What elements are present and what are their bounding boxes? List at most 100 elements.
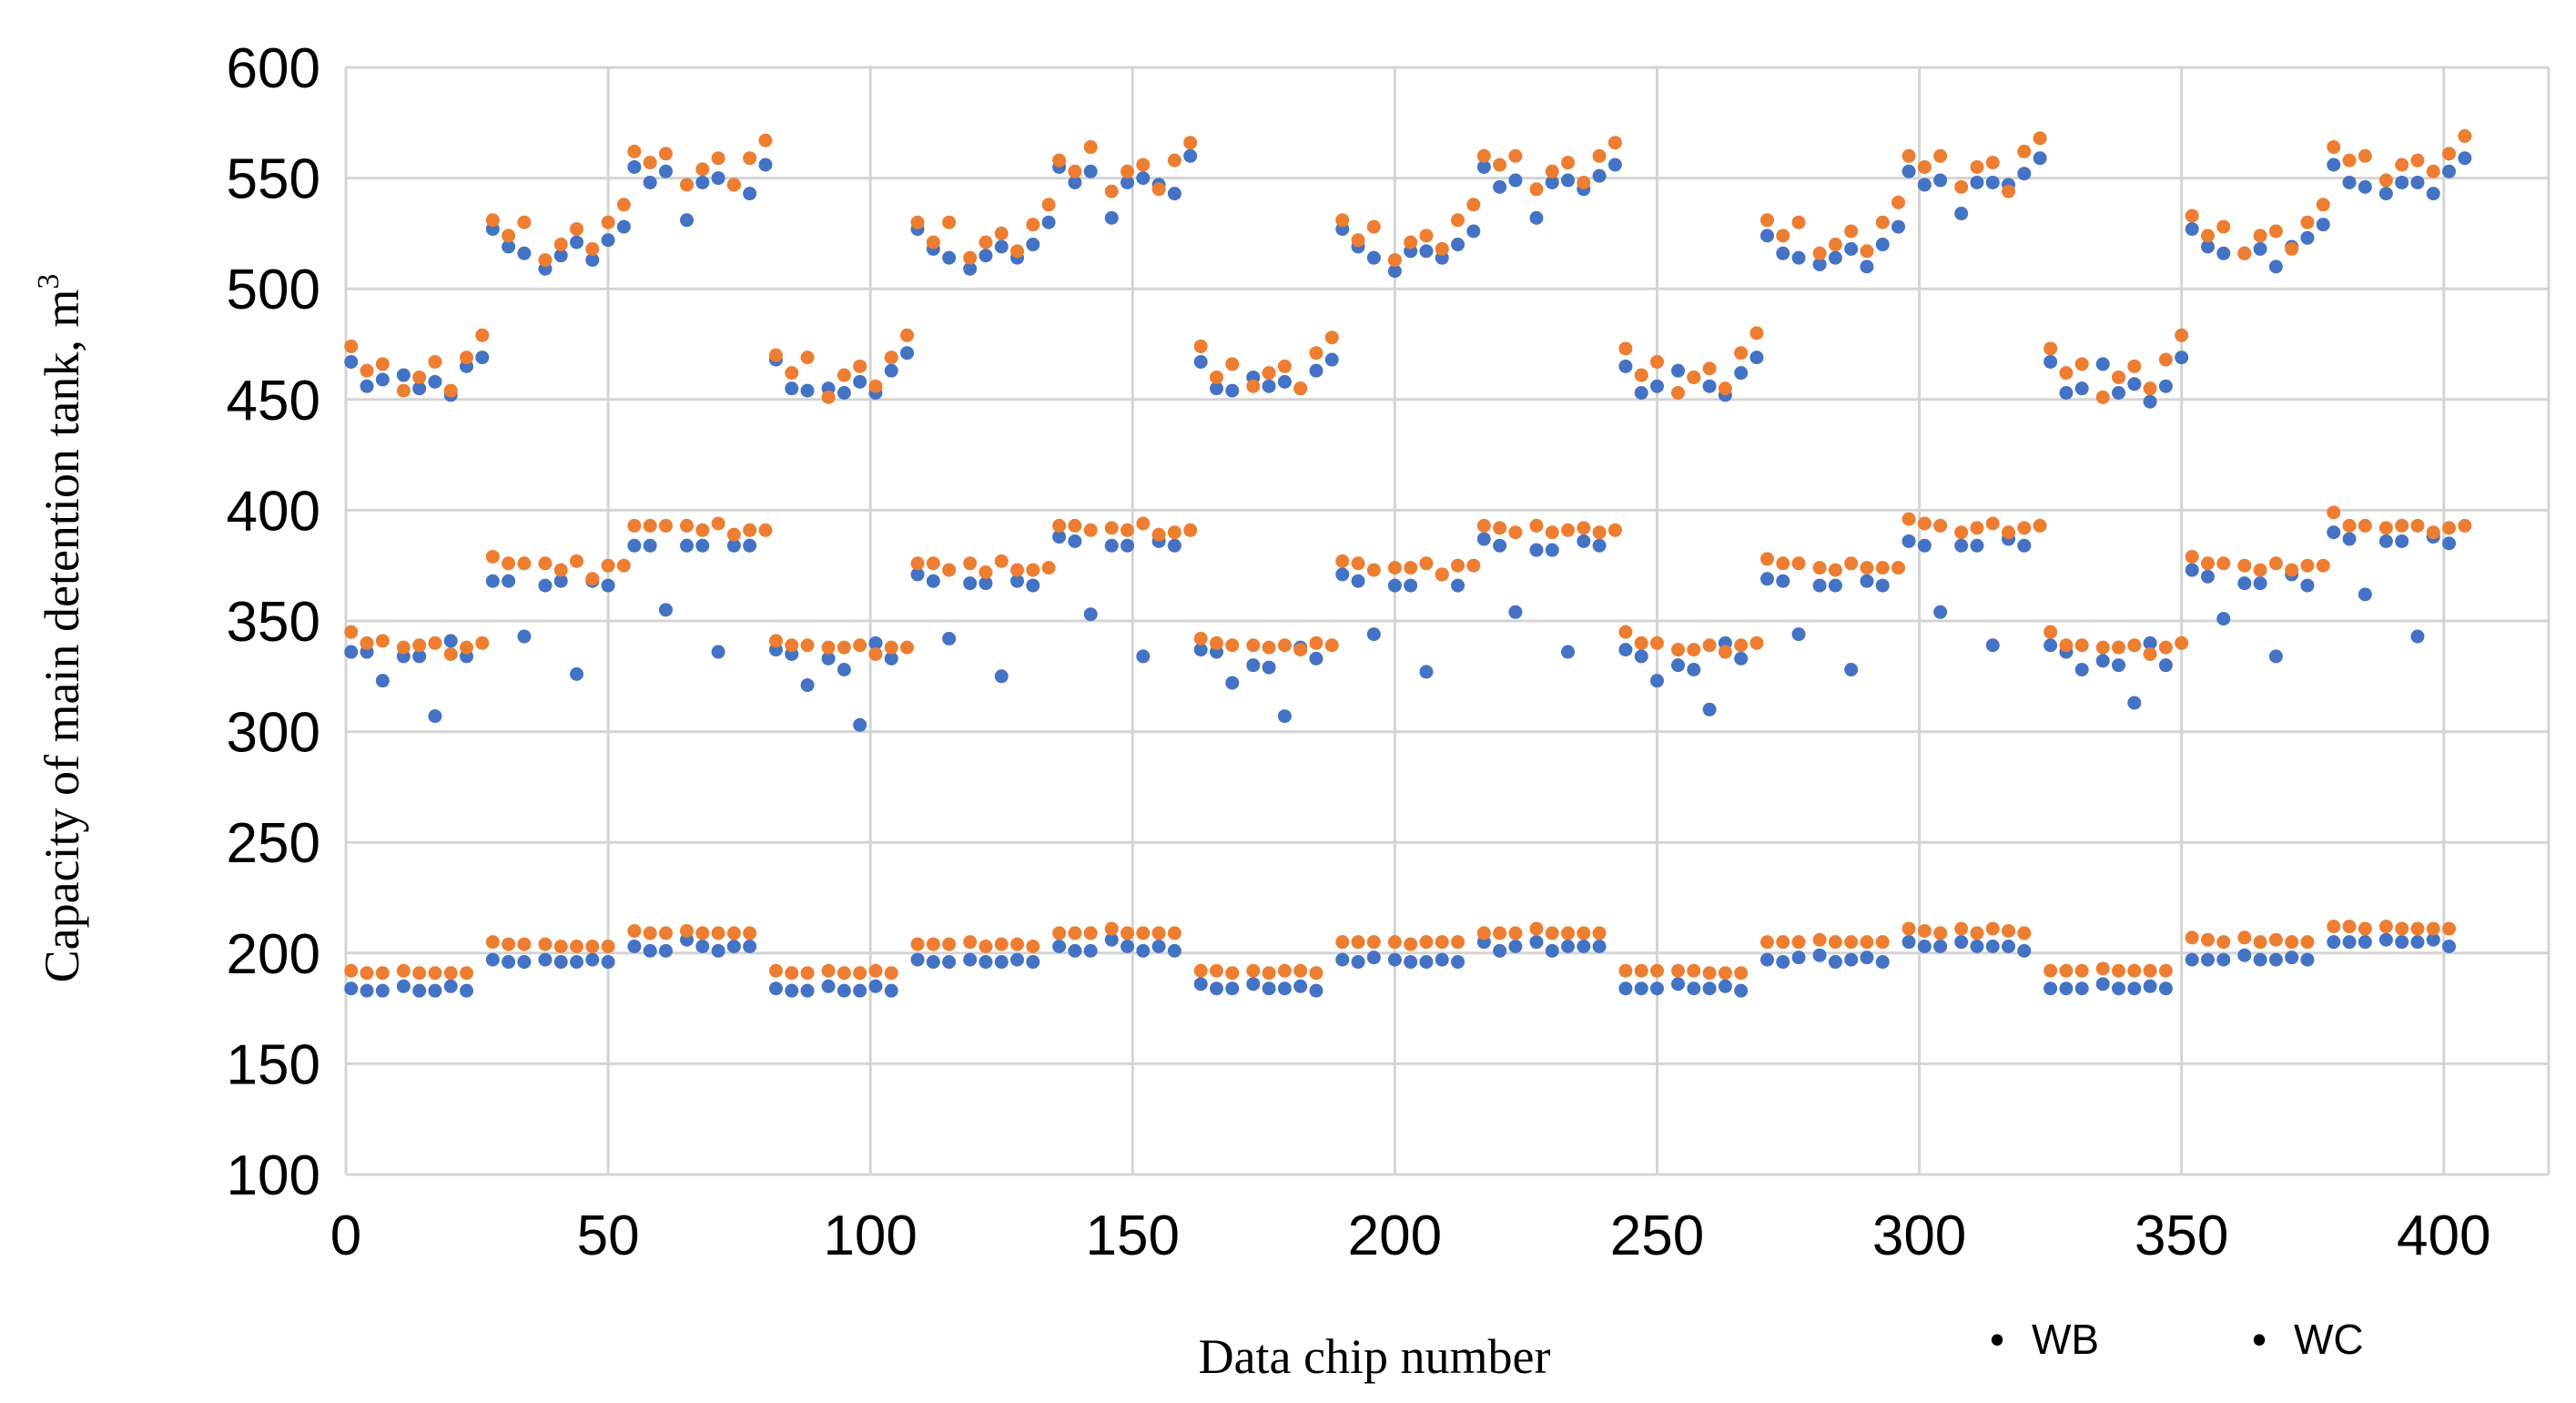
point-wc: [1104, 521, 1119, 535]
point-wc: [1026, 940, 1040, 954]
point-wb: [627, 940, 642, 954]
point-wc: [517, 215, 532, 229]
point-wc: [1734, 638, 1749, 653]
point-wc: [443, 383, 458, 398]
tick-labels: 100 150 200 250 300 350 400 450 500 550 600 0 50 100 1…: [227, 37, 2491, 1267]
point-wb: [1545, 943, 1559, 958]
y-tick-label: 200: [227, 923, 320, 986]
point-wb: [1970, 940, 1984, 954]
point-wc: [1917, 516, 1932, 531]
point-wc: [2127, 638, 2142, 653]
point-wc: [2442, 921, 2457, 936]
point-wc: [743, 151, 757, 166]
point-wc: [726, 926, 741, 940]
point-wb: [1791, 250, 1806, 265]
point-wc: [1068, 518, 1082, 533]
point-wc: [1324, 330, 1339, 345]
point-wb: [2158, 658, 2173, 673]
point-wc: [2378, 173, 2393, 188]
point-wb: [1366, 627, 1381, 642]
point-wb: [868, 979, 883, 993]
point-wc: [627, 144, 642, 158]
point-wc: [1902, 148, 1916, 163]
point-wb: [1293, 979, 1308, 993]
point-wc: [2327, 140, 2341, 155]
point-wc: [1760, 552, 1774, 566]
point-wc: [1435, 935, 1449, 950]
point-wc: [570, 222, 584, 237]
point-wc: [1225, 638, 1240, 653]
point-wc: [601, 215, 615, 229]
point-wc: [2268, 224, 2283, 239]
point-wc: [1136, 158, 1151, 172]
point-wb: [2216, 612, 2231, 626]
point-wc: [1671, 386, 1686, 401]
point-wb: [1577, 940, 1591, 954]
point-wb: [785, 381, 799, 396]
point-wc: [1010, 937, 1025, 951]
point-wb: [1167, 187, 1182, 201]
point-wb: [821, 979, 836, 993]
point-wc: [2300, 558, 2315, 573]
point-wb: [963, 952, 978, 967]
point-wc: [884, 966, 898, 981]
legend-marker-wc: •: [2252, 1316, 2267, 1363]
x-tick-label: 0: [330, 1205, 361, 1267]
point-wc: [821, 963, 836, 978]
x-tick-label: 200: [1348, 1205, 1442, 1267]
point-wb: [1545, 543, 1559, 557]
point-wc: [1860, 935, 1874, 950]
x-tick-label: 100: [823, 1205, 917, 1267]
point-wb: [1193, 354, 1208, 369]
point-wb: [726, 940, 741, 954]
point-wc: [658, 518, 673, 533]
point-wc: [585, 572, 600, 586]
point-wc: [396, 383, 411, 398]
point-wc: [1083, 140, 1098, 155]
point-wb: [616, 219, 631, 234]
point-wc: [2185, 549, 2199, 564]
point-wb: [2074, 381, 2089, 396]
point-wb: [800, 678, 815, 693]
point-wc: [1634, 963, 1648, 978]
point-wc: [926, 235, 940, 249]
point-wc: [570, 554, 584, 568]
point-wc: [1734, 346, 1749, 361]
point-wc: [1702, 638, 1717, 653]
point-wc: [800, 966, 815, 981]
point-wb: [2095, 654, 2110, 668]
point-wb: [2395, 175, 2409, 189]
point-wc: [2112, 370, 2126, 384]
point-wb: [1209, 981, 1223, 996]
point-wb: [868, 635, 883, 650]
point-wb: [853, 983, 867, 998]
point-wc: [1387, 561, 1402, 575]
point-wb: [1225, 981, 1240, 996]
point-wc: [979, 235, 993, 249]
point-wb: [1183, 148, 1198, 163]
point-wb: [711, 943, 725, 958]
point-wc: [2175, 635, 2189, 650]
point-wc: [360, 966, 374, 981]
point-wc: [1649, 963, 1664, 978]
point-wb: [1121, 175, 1135, 189]
point-wb: [2002, 940, 2016, 954]
point-wc: [1136, 926, 1151, 940]
point-wc: [375, 966, 390, 981]
x-tick-label: 400: [2397, 1205, 2490, 1267]
point-wc: [1366, 935, 1381, 950]
point-wb: [1052, 940, 1067, 954]
point-wc: [1335, 935, 1350, 950]
point-wc: [821, 640, 836, 655]
point-wc: [1577, 175, 1591, 189]
point-wc: [1718, 381, 1732, 396]
point-wc: [743, 926, 757, 940]
point-wb: [1366, 951, 1381, 965]
point-wb: [1970, 538, 1984, 553]
point-wb: [1618, 359, 1633, 373]
point-wc: [1812, 561, 1827, 575]
point-wb: [1985, 175, 2000, 189]
point-wc: [2458, 518, 2472, 533]
point-wc: [1277, 359, 1292, 373]
point-wb: [1970, 175, 1984, 189]
